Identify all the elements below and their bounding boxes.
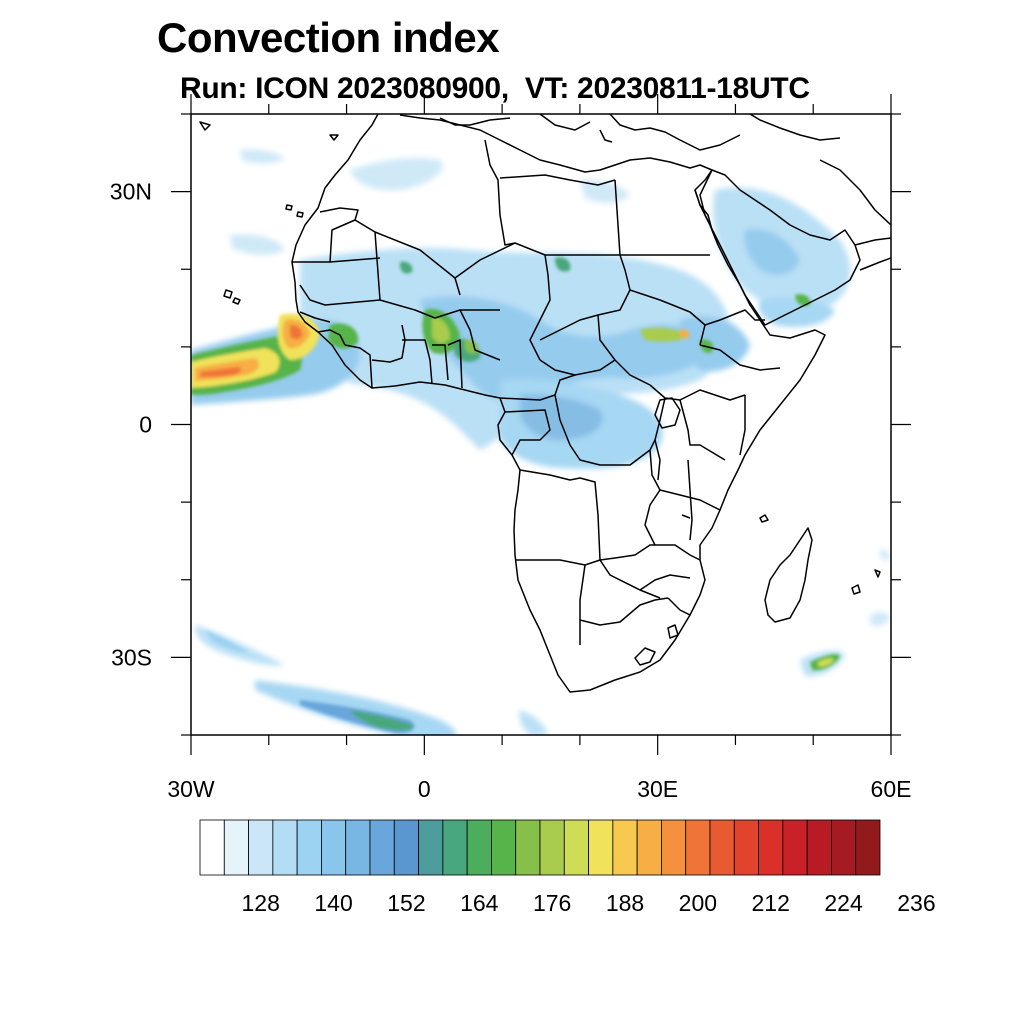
colorbar-swatch <box>758 819 784 876</box>
colorbar-swatch <box>272 819 298 876</box>
colorbar-swatch <box>806 819 832 876</box>
colorbar-label: 164 <box>460 890 499 916</box>
colorbar-label: 188 <box>606 890 644 916</box>
colorbar-swatch <box>442 819 468 876</box>
colorbar-swatch <box>588 819 614 876</box>
lat-tick-label: 30S <box>111 644 152 670</box>
colorbar-swatch <box>636 819 662 876</box>
colorbar-swatch <box>563 819 589 876</box>
lat-tick-label: 0 <box>139 412 152 438</box>
run-subtitle: Run: ICON 2023080900, VT: 20230811-18UTC <box>180 72 810 105</box>
madagascar-coastline <box>764 527 813 623</box>
chart-title: Convection index <box>157 14 500 61</box>
colorbar-swatch <box>661 819 687 876</box>
colorbar-swatch <box>685 819 711 876</box>
colorbar-swatch <box>321 819 347 876</box>
colorbar-swatch <box>296 819 322 876</box>
colorbar-swatch <box>466 819 492 876</box>
lon-tick-label: 30E <box>637 776 678 802</box>
arabia-coastline <box>699 169 861 326</box>
colorbar-label: 176 <box>533 890 571 916</box>
colorbar-swatch <box>393 819 419 876</box>
colorbar-label: 236 <box>897 890 935 916</box>
africa-coastline <box>291 114 826 693</box>
colorbar-swatch <box>199 819 225 876</box>
convection-field <box>191 149 890 735</box>
axis-ticks <box>171 94 911 755</box>
lon-tick-label: 60E <box>871 776 912 802</box>
colorbar-swatch <box>248 819 274 876</box>
colorbar-label: 224 <box>824 890 863 916</box>
colorbar-swatch <box>733 819 759 876</box>
colorbar-swatch <box>515 819 541 876</box>
colorbar-swatch <box>369 819 395 876</box>
colorbar-label: 200 <box>679 890 717 916</box>
colorbar-swatch <box>418 819 444 876</box>
coastlines-borders <box>199 114 891 693</box>
colorbar-swatch <box>345 819 371 876</box>
colorbar-label: 152 <box>387 890 425 916</box>
axis-tick-labels: 30W 0 30E 60E 30N 0 30S <box>110 179 912 802</box>
colorbar: 128 140 152 164 176 188 200 212 224 236 <box>199 819 936 916</box>
colorbar-swatch <box>223 819 249 876</box>
colorbar-swatch <box>539 819 565 876</box>
colorbar-swatch <box>491 819 517 876</box>
lon-tick-label: 0 <box>418 776 431 802</box>
colorbar-label: 128 <box>242 890 280 916</box>
colorbar-label: 140 <box>314 890 352 916</box>
lat-tick-label: 30N <box>110 179 152 205</box>
colorbar-label: 212 <box>752 890 790 916</box>
colorbar-swatch <box>855 819 881 876</box>
colorbar-swatch <box>709 819 735 876</box>
colorbar-swatch <box>612 819 638 876</box>
colorbar-swatch <box>831 819 857 876</box>
colorbar-swatch <box>782 819 808 876</box>
lon-tick-label: 30W <box>167 776 215 802</box>
